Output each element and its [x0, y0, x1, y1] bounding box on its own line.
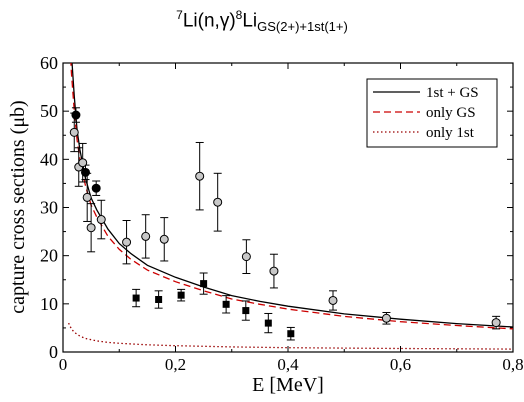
y-tick-label: 10: [40, 294, 58, 314]
x-axis-label: E [MeV]: [252, 374, 324, 396]
point-open-circle: [159, 234, 169, 244]
curve-1st-gs: [71, 63, 513, 328]
chart-title: 7Li(n,γ)8LiGS(2+)+1st(1+): [0, 8, 524, 34]
point-filled-square: [155, 295, 163, 303]
y-axis-label: capture cross sections (μb): [7, 100, 29, 313]
curve-only-gs: [70, 63, 513, 330]
legend-label: only 1st: [426, 125, 475, 141]
point-filled-square: [177, 291, 185, 299]
x-tick-label: 0,4: [277, 355, 299, 374]
point-open-circle: [78, 158, 88, 168]
point-filled-square: [287, 330, 295, 338]
point-open-circle: [82, 192, 92, 202]
title-product: Li: [242, 10, 258, 32]
point-open-circle: [491, 318, 501, 328]
point-open-circle: [269, 266, 279, 276]
point-open-circle: [195, 171, 205, 181]
title-states: GS(2+)+1st(1+): [257, 19, 348, 35]
point-filled-square: [242, 307, 250, 315]
point-filled-square: [222, 300, 230, 308]
axis-ticks: 0 10 20 30 40 50 60 0 0,2 0,4 0,6 0,8: [40, 53, 524, 374]
model-curves: [68, 63, 513, 350]
point-open-circle: [69, 127, 79, 137]
point-filled-square: [264, 319, 272, 327]
point-filled-circle: [71, 110, 81, 120]
x-tick-label: 0: [59, 355, 68, 374]
point-open-circle: [141, 231, 151, 241]
legend-label: only GS: [426, 105, 476, 121]
point-open-circle: [213, 197, 223, 207]
y-tick-label: 60: [40, 53, 58, 73]
point-open-circle: [241, 252, 251, 262]
legend-label: 1st + GS: [426, 85, 479, 101]
legend-box: [366, 78, 498, 148]
point-open-circle: [328, 295, 338, 305]
curve-only-1st: [68, 322, 513, 350]
title-reaction: Li(n,γ): [182, 10, 236, 32]
point-open-circle: [86, 223, 96, 233]
x-tick-label: 0,6: [390, 355, 411, 374]
point-filled-circle: [91, 183, 101, 193]
title-mass-number-8: 8: [235, 8, 243, 22]
title-mass-number-7: 7: [176, 8, 183, 22]
y-tick-label: 0: [49, 342, 58, 362]
y-tick-label: 30: [40, 198, 58, 218]
point-open-circle: [122, 237, 132, 247]
point-open-circle: [381, 313, 391, 323]
y-tick-label: 20: [40, 246, 58, 266]
point-open-circle: [96, 215, 106, 225]
point-filled-square: [200, 280, 208, 288]
point-filled-square: [132, 294, 140, 302]
data-points: [69, 107, 501, 341]
y-tick-label: 40: [40, 149, 58, 169]
legend: 1st + GS only GS only 1st: [366, 78, 498, 148]
x-tick-label: 0,8: [502, 355, 523, 374]
y-tick-label: 50: [40, 101, 58, 121]
x-tick-label: 0,2: [165, 355, 186, 374]
